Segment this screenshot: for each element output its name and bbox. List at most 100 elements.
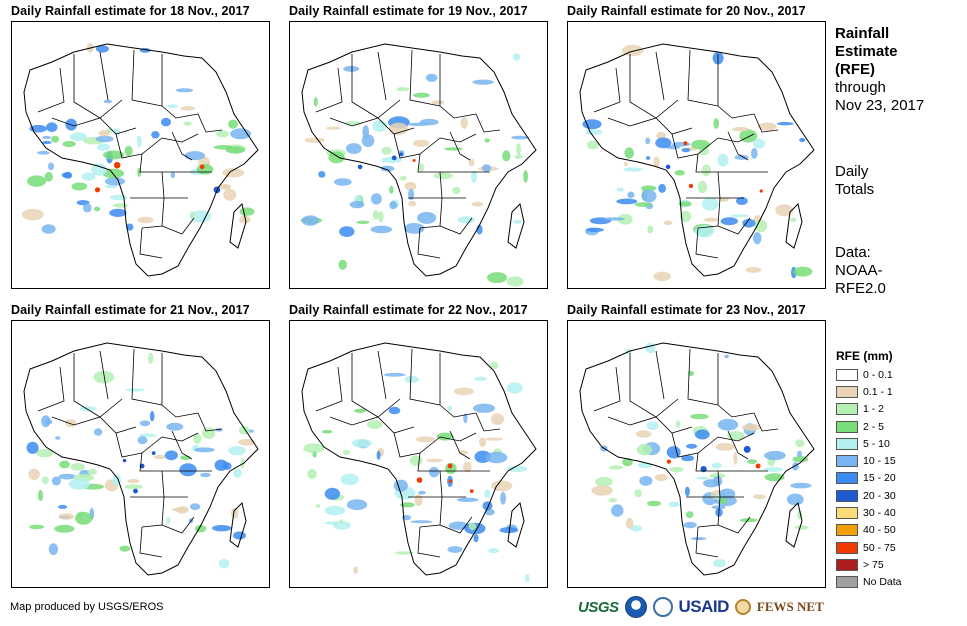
rainfall-area <box>658 183 666 193</box>
rainfall-area <box>202 427 216 439</box>
rainfall-area <box>353 566 358 575</box>
rainfall-area <box>97 143 110 151</box>
noaa-logo-icon <box>624 596 647 618</box>
rainfall-area <box>473 403 495 413</box>
rainfall-area <box>124 484 143 490</box>
rainfall-area <box>367 420 383 429</box>
rainfall-area <box>41 476 49 485</box>
rainfall-area <box>344 121 362 126</box>
rainfall-area <box>44 171 53 182</box>
rainfall-area <box>389 185 394 194</box>
rainfall-area <box>717 153 729 167</box>
rainfall-area <box>630 525 643 532</box>
rainfall-area <box>711 505 726 510</box>
country-border <box>439 470 466 498</box>
rainfall-area <box>433 172 453 180</box>
rainfall-area <box>93 428 103 436</box>
rainfall-area <box>51 476 62 486</box>
country-border <box>593 67 621 113</box>
rainfall-area <box>26 441 39 454</box>
rainfall-area <box>98 130 110 137</box>
country-border <box>753 412 779 432</box>
rainfall-area <box>109 208 127 217</box>
rainfall-area <box>233 468 242 478</box>
heavy-rainfall-spot <box>759 189 763 193</box>
rainfall-area <box>582 119 602 130</box>
rainfall-area <box>42 135 52 139</box>
rainfall-area <box>690 537 707 541</box>
rainfall-area <box>346 499 368 511</box>
rainfall-area <box>444 147 463 151</box>
rainfall-area <box>404 375 420 383</box>
rainfall-area <box>753 138 766 149</box>
rainfall-area <box>223 188 237 201</box>
rainfall-area <box>345 143 362 154</box>
rainfall-area <box>29 524 45 530</box>
legend-swatch <box>836 507 858 520</box>
rainfall-area <box>739 518 758 523</box>
country-border <box>408 197 443 229</box>
rainfall-area <box>194 447 215 453</box>
rainfall-area <box>684 486 690 497</box>
rainfall-area <box>164 450 178 461</box>
rainfall-area <box>786 493 804 506</box>
rainfall-area <box>51 135 60 143</box>
country-border <box>161 353 199 418</box>
rainfall-map-2 <box>289 21 548 289</box>
country-border <box>695 526 719 558</box>
heavy-rainfall-spot <box>151 451 156 455</box>
rainfall-area <box>240 457 245 469</box>
rainfall-area <box>595 476 613 487</box>
legend-swatch <box>836 541 858 554</box>
legend-swatch <box>836 455 858 468</box>
rainfall-area <box>616 198 638 205</box>
rainfall-area <box>690 413 709 420</box>
rainfall-area <box>388 406 401 415</box>
rainfall-area <box>127 478 140 484</box>
rainfall-area <box>634 202 652 207</box>
country-border <box>695 227 719 259</box>
rainfall-area <box>792 456 809 463</box>
rainfall-area <box>58 513 75 520</box>
side-title-line3: (RFE) <box>835 61 875 78</box>
rainfall-area <box>640 185 657 191</box>
rainfall-area <box>484 489 491 498</box>
rainfall-map-6 <box>567 320 826 588</box>
rainfall-area <box>487 272 507 284</box>
rainfall-area <box>525 573 530 583</box>
country-border <box>408 496 443 528</box>
rainfall-area <box>62 140 76 148</box>
rainfall-area <box>166 422 184 431</box>
fews-net-logo: FEWS NET <box>756 599 824 614</box>
country-border <box>753 113 779 133</box>
rainfall-area <box>59 460 70 469</box>
rainfall-area <box>110 194 128 201</box>
rainfall-area <box>511 135 529 140</box>
africa-coastline <box>579 43 815 277</box>
legend-label: 5 - 10 <box>863 437 890 450</box>
country-border <box>139 526 163 558</box>
legend-item: 1 - 2 <box>836 401 902 418</box>
rainfall-area <box>701 164 712 177</box>
rainfall-area <box>730 214 749 218</box>
country-border <box>351 353 401 418</box>
madagascar-outline <box>785 203 803 249</box>
legend-item: 2 - 5 <box>836 418 902 435</box>
legend-label: 50 - 75 <box>863 541 896 554</box>
rainfall-area <box>399 175 407 181</box>
panel-title-2: Daily Rainfall estimate for 19 Nov., 201… <box>289 4 528 18</box>
rainfall-area <box>742 423 761 431</box>
country-border <box>115 432 163 458</box>
rainfall-area <box>381 146 392 155</box>
rainfall-area <box>694 429 710 440</box>
legend-label: 40 - 50 <box>863 524 896 537</box>
heavy-rainfall-spot <box>448 479 453 483</box>
partner-logos: USGS USAID FEWS NET <box>578 594 824 620</box>
rainfall-area <box>351 439 373 448</box>
country-border <box>717 353 755 418</box>
rainfall-area <box>418 163 424 172</box>
rainfall-area <box>93 206 101 212</box>
rainfall-area <box>37 151 50 155</box>
rainfall-area <box>775 204 794 217</box>
rainfall-area <box>655 137 672 149</box>
